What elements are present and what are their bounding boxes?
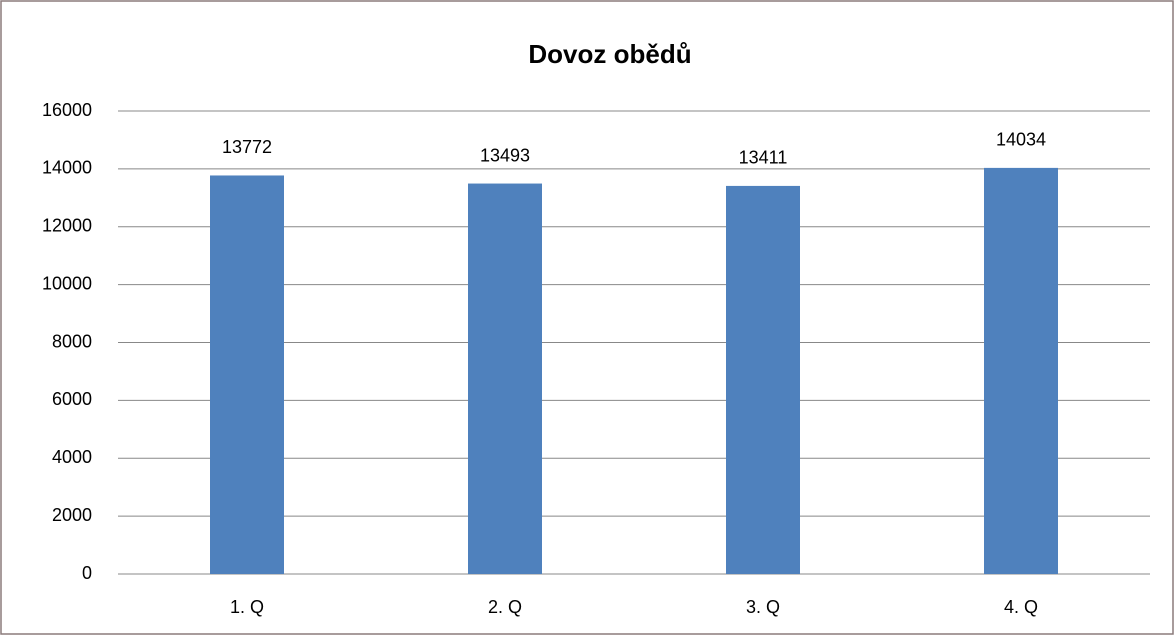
data-label: 13772 [222, 137, 272, 157]
x-tick-label: 3. Q [746, 597, 780, 617]
y-tick-label: 6000 [52, 389, 92, 409]
bar [468, 183, 542, 574]
y-tick-label: 8000 [52, 331, 92, 351]
bar [984, 167, 1058, 575]
data-label: 14034 [996, 130, 1046, 150]
x-tick-label: 4. Q [1004, 597, 1038, 617]
data-label: 13411 [739, 148, 788, 168]
y-tick-label: 16000 [42, 100, 92, 120]
bar [210, 175, 284, 574]
y-tick-label: 10000 [42, 273, 92, 293]
data-label: 13493 [480, 145, 530, 165]
y-tick-label: 0 [82, 563, 92, 583]
y-tick-label: 4000 [52, 447, 92, 467]
bar [726, 185, 800, 574]
chart-title: Dovoz obědů [528, 39, 691, 69]
x-tick-label: 2. Q [488, 597, 522, 617]
x-tick-label: 1. Q [230, 597, 264, 617]
y-tick-label: 2000 [52, 505, 92, 525]
y-tick-label: 14000 [42, 158, 92, 178]
y-tick-label: 12000 [42, 216, 92, 236]
